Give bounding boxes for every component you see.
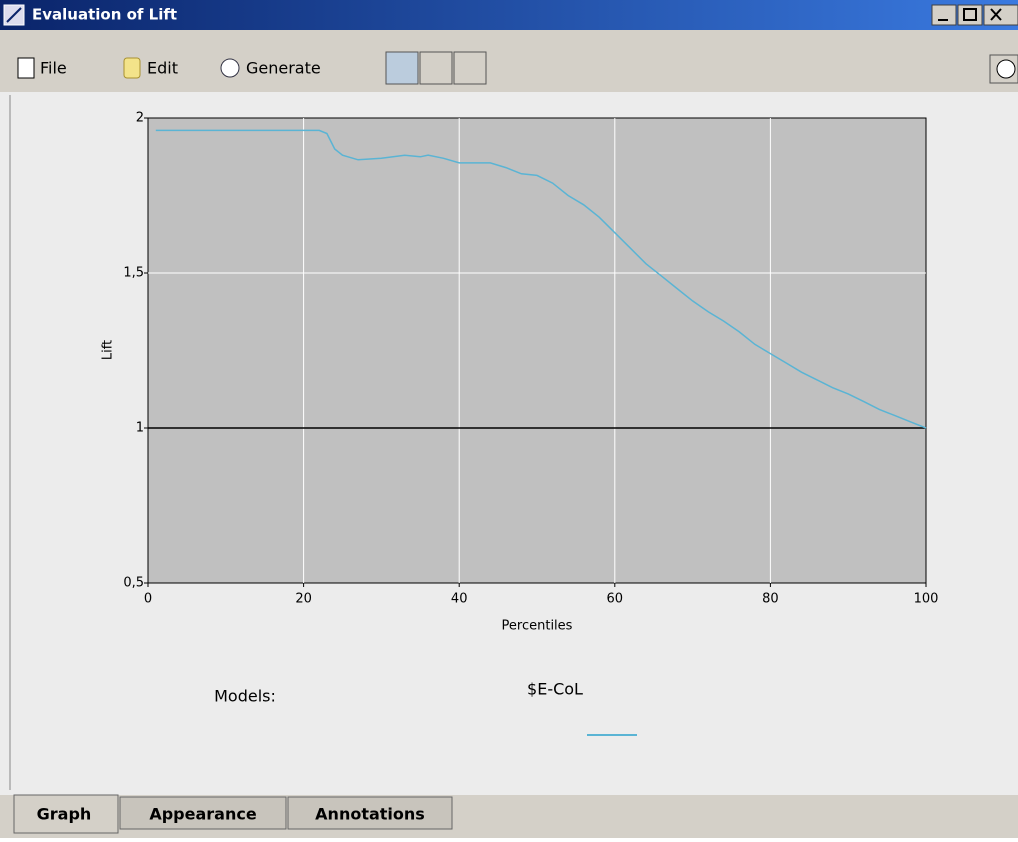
y-axis-label: Lift: [101, 340, 116, 360]
y-tick-label: 2: [136, 111, 144, 126]
y-tick-label: 1: [136, 421, 144, 436]
edit-icon: [124, 58, 140, 78]
x-tick-label: 80: [762, 592, 779, 607]
y-tick-label: 1,5: [123, 266, 144, 281]
generate-icon: [221, 59, 239, 77]
x-tick-label: 20: [295, 592, 312, 607]
menu-generate[interactable]: Generate: [246, 59, 321, 78]
minimize-button[interactable]: [932, 5, 956, 25]
tab-appearance-label[interactable]: Appearance: [149, 805, 257, 824]
x-axis-label: Percentiles: [502, 619, 573, 634]
x-tick-label: 100: [914, 592, 939, 607]
help-glyph: [997, 60, 1015, 78]
x-tick-label: 40: [451, 592, 468, 607]
copy-button[interactable]: [386, 52, 418, 84]
menu-edit[interactable]: Edit: [147, 59, 178, 78]
window: Evaluation of Lift File Edit Generate Li…: [0, 0, 1018, 838]
file-icon: [18, 58, 34, 78]
x-tick-label: 60: [607, 592, 624, 607]
print-button[interactable]: [454, 52, 486, 84]
close-button[interactable]: [984, 5, 1018, 25]
export-button[interactable]: [420, 52, 452, 84]
legend-label: $E-CoL: [527, 680, 583, 699]
menu-file[interactable]: File: [40, 59, 67, 78]
plot-area: [148, 118, 926, 583]
tab-annotations-label[interactable]: Annotations: [315, 805, 425, 824]
window-title: Evaluation of Lift: [32, 6, 177, 24]
y-tick-label: 0,5: [123, 576, 144, 591]
legend-caption: Models:: [214, 687, 276, 706]
tab-graph-label[interactable]: Graph: [37, 805, 92, 824]
x-tick-label: 0: [144, 592, 152, 607]
